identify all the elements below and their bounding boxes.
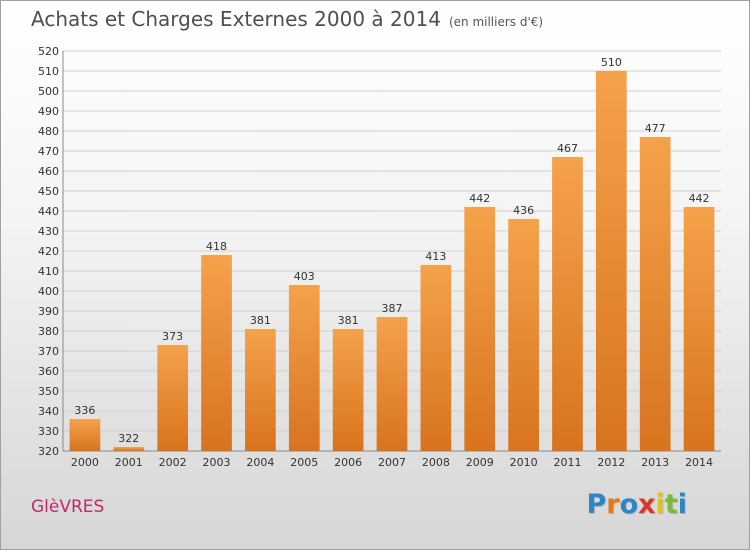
bar-2006 <box>332 329 364 451</box>
bar-value-label: 477 <box>645 122 666 135</box>
bar-value-label: 442 <box>689 192 710 205</box>
chart-title: Achats et Charges Externes 2000 à 2014 (e… <box>31 7 543 31</box>
bar-2008 <box>420 265 452 451</box>
x-tick-label: 2000 <box>71 456 99 469</box>
logo-letter: r <box>606 489 620 520</box>
commune-name: GlèVRES <box>31 497 105 517</box>
y-tick-label: 420 <box>38 245 59 258</box>
x-tick-label: 2005 <box>290 456 318 469</box>
logo-letter: i <box>677 489 687 520</box>
x-tick-label: 2006 <box>334 456 362 469</box>
x-tick-label: 2007 <box>378 456 406 469</box>
bar-value-label: 510 <box>601 56 622 69</box>
x-tick-label: 2001 <box>115 456 143 469</box>
bar-2013 <box>639 137 671 451</box>
y-tick-label: 500 <box>38 85 59 98</box>
x-tick-label: 2014 <box>685 456 713 469</box>
y-tick-label: 380 <box>38 325 59 338</box>
bar-value-label: 373 <box>162 330 183 343</box>
bar-value-label: 336 <box>74 404 95 417</box>
y-tick-label: 430 <box>38 225 59 238</box>
y-tick-label: 320 <box>38 445 59 458</box>
y-tick-label: 340 <box>38 405 59 418</box>
bar-2005 <box>288 285 320 451</box>
bar-2010 <box>508 219 539 451</box>
bar-value-label: 467 <box>557 142 578 155</box>
bar-2011 <box>552 157 583 451</box>
x-tick-label: 2011 <box>553 456 581 469</box>
bar-2009 <box>464 207 496 451</box>
bar-value-label: 442 <box>469 192 490 205</box>
bar-value-label: 322 <box>118 432 139 445</box>
bar-2000 <box>69 419 101 451</box>
bar-value-label: 403 <box>294 270 315 283</box>
logo-letter: P <box>586 489 607 520</box>
bar-value-label: 418 <box>206 240 227 253</box>
y-tick-label: 480 <box>38 125 59 138</box>
bar-2004 <box>245 329 276 451</box>
bar-2014 <box>683 207 715 451</box>
y-tick-label: 410 <box>38 265 59 278</box>
y-tick-label: 460 <box>38 165 59 178</box>
x-tick-label: 2003 <box>203 456 231 469</box>
x-tick-label: 2012 <box>597 456 625 469</box>
x-tick-label: 2002 <box>159 456 187 469</box>
x-tick-label: 2008 <box>422 456 450 469</box>
chart-title-text: Achats et Charges Externes 2000 à 2014 <box>31 7 441 31</box>
y-tick-label: 450 <box>38 185 59 198</box>
logo-letter: x <box>638 489 656 520</box>
bar-2002 <box>157 345 189 451</box>
y-tick-label: 330 <box>38 425 59 438</box>
bar-2001 <box>113 447 145 451</box>
y-tick-label: 470 <box>38 145 59 158</box>
bar-2003 <box>201 255 232 451</box>
y-tick-label: 350 <box>38 385 59 398</box>
logo-letter: o <box>619 489 639 520</box>
y-tick-label: 490 <box>38 105 59 118</box>
bar-value-label: 381 <box>250 314 271 327</box>
x-tick-label: 2009 <box>466 456 494 469</box>
proxiti-logo: Proxiti <box>586 489 687 520</box>
x-tick-label: 2010 <box>510 456 538 469</box>
y-tick-label: 400 <box>38 285 59 298</box>
y-tick-label: 510 <box>38 65 59 78</box>
y-tick-label: 360 <box>38 365 59 378</box>
bar-value-label: 436 <box>513 204 534 217</box>
bar-value-label: 381 <box>338 314 359 327</box>
logo-letter: t <box>664 489 678 520</box>
y-tick-label: 440 <box>38 205 59 218</box>
bar-value-label: 413 <box>425 250 446 263</box>
x-tick-label: 2004 <box>246 456 274 469</box>
y-tick-label: 370 <box>38 345 59 358</box>
y-tick-label: 390 <box>38 305 59 318</box>
bar-2012 <box>595 71 627 451</box>
chart-unit-label: (en milliers d'€) <box>448 15 544 29</box>
bar-value-label: 387 <box>382 302 403 315</box>
logo-letter: i <box>655 489 665 520</box>
y-tick-label: 520 <box>38 45 59 58</box>
bar-2007 <box>376 317 408 451</box>
x-tick-label: 2013 <box>641 456 669 469</box>
